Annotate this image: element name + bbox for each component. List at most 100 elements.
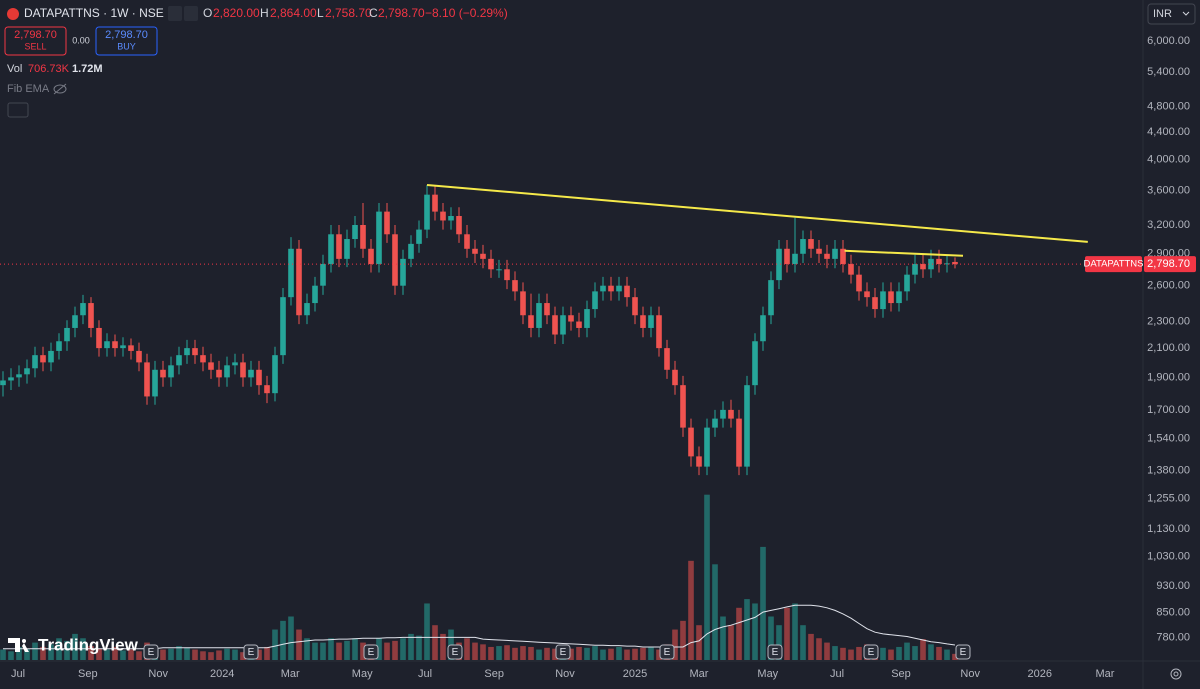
earnings-marker[interactable] — [243, 644, 259, 660]
candle-body — [192, 348, 198, 356]
volume-bar — [352, 638, 358, 660]
volume-bar — [184, 647, 190, 660]
candle-body — [48, 350, 54, 363]
volume-bar — [744, 599, 750, 660]
volume-bar — [424, 603, 430, 660]
candle-body — [736, 418, 742, 467]
volume-bar — [680, 620, 686, 660]
sell-label: SELL — [24, 41, 46, 51]
volume-bar — [432, 625, 438, 660]
volume-bar — [272, 629, 278, 660]
candle-body — [184, 348, 190, 356]
candle-body — [40, 355, 46, 363]
candle-body — [304, 303, 310, 316]
y-tick-label: 780.00 — [1156, 632, 1190, 644]
volume-bar — [8, 651, 14, 660]
currency-select[interactable] — [1147, 3, 1196, 25]
hide-icon[interactable] — [53, 83, 67, 95]
volume-bar — [920, 639, 926, 660]
candle-body — [360, 225, 366, 249]
candle-body — [776, 248, 782, 281]
close-value: 2,798.70 — [378, 6, 425, 20]
settings-icon[interactable] — [1170, 668, 1182, 680]
volume-bar — [256, 649, 262, 660]
volume-bar — [16, 646, 22, 660]
compare-button[interactable] — [168, 6, 182, 21]
price-name: DATAPATTNS — [1084, 259, 1144, 270]
candle-body — [496, 269, 502, 271]
candle-body — [512, 280, 518, 292]
y-tick-label: 1,700.00 — [1147, 404, 1190, 416]
candle-body — [752, 341, 758, 386]
candle-body — [72, 315, 78, 328]
candle-body — [368, 248, 374, 265]
volume-bar — [304, 638, 310, 660]
x-tick-label: Jul — [830, 668, 844, 680]
change: −8.10 (−0.29%) — [425, 6, 508, 20]
earnings-marker[interactable] — [555, 644, 571, 660]
volume-bar — [776, 625, 782, 660]
volume-bar — [752, 603, 758, 660]
candle-body — [120, 345, 126, 349]
candle-body — [16, 374, 22, 378]
x-tick-label: 2025 — [623, 668, 647, 680]
earnings-marker[interactable] — [447, 644, 463, 660]
candle-body — [648, 315, 654, 328]
candle-body — [96, 327, 102, 349]
volume-bar — [936, 646, 942, 660]
sell-price: 2,798.70 — [14, 29, 57, 41]
l-label: L — [317, 6, 324, 20]
earnings-marker[interactable] — [767, 644, 783, 660]
candle-body — [880, 291, 886, 310]
volume-bar — [200, 651, 206, 660]
volume-bar — [848, 649, 854, 660]
candle-body — [800, 239, 806, 254]
candle-body — [528, 315, 534, 328]
volume-bar — [464, 638, 470, 660]
candle-body — [112, 341, 118, 349]
candle-body — [232, 362, 238, 366]
y-tick-label: 4,000.00 — [1147, 154, 1190, 166]
logo — [8, 638, 29, 652]
earnings-marker[interactable] — [863, 644, 879, 660]
candle-body — [256, 369, 262, 386]
volume-bar — [496, 646, 502, 660]
volume-bar — [280, 620, 286, 660]
candle-body — [448, 216, 454, 221]
candle-body — [464, 234, 470, 249]
volume-bar — [624, 649, 630, 660]
sell-button[interactable] — [4, 26, 67, 56]
volume-bar — [96, 648, 102, 660]
x-tick-label: May — [352, 668, 373, 680]
candle-body — [312, 285, 318, 304]
earnings-marker[interactable] — [659, 644, 675, 660]
candle-body — [472, 248, 478, 254]
earnings-marker[interactable] — [143, 644, 159, 660]
candle-body — [408, 243, 414, 259]
volume-bar — [0, 649, 6, 660]
earnings-label: E — [452, 647, 459, 658]
volume-bar — [32, 642, 38, 660]
earnings-label: E — [368, 647, 375, 658]
y-tick-label: 4,400.00 — [1147, 126, 1190, 138]
volume-bar — [536, 649, 542, 660]
candle-body — [848, 264, 854, 275]
y-tick-label: 930.00 — [1156, 580, 1190, 592]
collapse-button[interactable] — [7, 102, 29, 118]
earnings-marker[interactable] — [955, 644, 971, 660]
volume-bar — [208, 652, 214, 660]
candle-body — [168, 365, 174, 378]
buy-button[interactable] — [95, 26, 158, 56]
volume-bar — [840, 647, 846, 660]
x-tick-label: Nov — [148, 668, 168, 680]
compare-button[interactable] — [184, 6, 198, 21]
volume-bar — [160, 649, 166, 660]
y-tick-label: 1,380.00 — [1147, 465, 1190, 477]
x-tick-label: Jul — [11, 668, 25, 680]
dropdown-arrow — [1182, 11, 1190, 16]
high-value: 2,864.00 — [270, 6, 317, 20]
earnings-marker[interactable] — [363, 644, 379, 660]
volume-bar — [384, 642, 390, 660]
